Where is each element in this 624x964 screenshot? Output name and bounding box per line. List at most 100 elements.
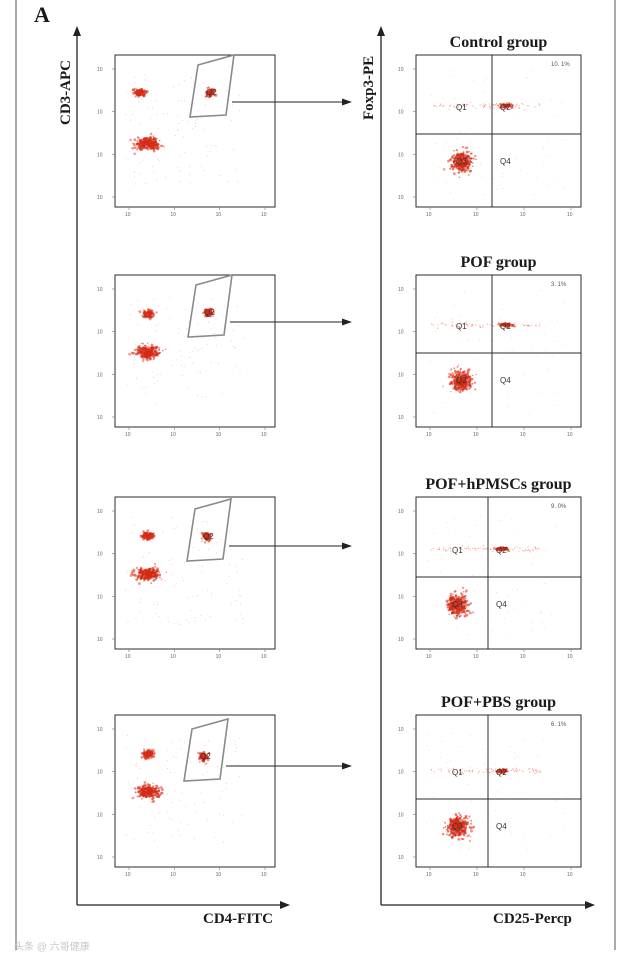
background-dot — [495, 559, 497, 561]
foxp3-band-dot — [529, 771, 531, 773]
background-dot — [145, 386, 147, 388]
cd4-positive-population-core — [200, 753, 208, 761]
double-negative-population-dot — [148, 357, 152, 361]
background-dot — [215, 542, 217, 544]
foxp3-band-dot — [468, 548, 470, 550]
background-dot — [197, 394, 199, 396]
quadrant-label-q1: Q1 — [452, 768, 463, 777]
background-dot — [187, 120, 189, 122]
foxp3-band-dot — [461, 545, 463, 547]
double-negative-population-dot — [136, 140, 139, 142]
background-dot — [238, 737, 240, 739]
background-dot — [516, 588, 518, 590]
background-dot — [206, 343, 208, 345]
foxp3-band-dot — [463, 105, 466, 108]
background-dot — [193, 837, 195, 839]
cd25-negative-population-dot — [456, 370, 459, 374]
cd4-positive-population-dot — [210, 308, 213, 311]
right-y-tick-label: 10 — [398, 812, 404, 818]
right-x-tick-label: 10 — [426, 654, 432, 660]
foxp3-band-dot — [463, 103, 466, 105]
background-dot — [214, 332, 216, 334]
cd25-negative-population-dot — [459, 391, 462, 394]
background-dot — [561, 139, 563, 141]
background-dot — [192, 351, 194, 353]
background-dot — [210, 144, 212, 146]
double-negative-population-dot — [130, 351, 134, 355]
cd4-positive-population-dot — [203, 541, 207, 544]
background-dot — [230, 604, 232, 605]
foxp3-band-dot — [522, 323, 524, 325]
foxp3-band-dot — [539, 772, 541, 774]
background-dot — [439, 756, 441, 758]
cd4-positive-population-core — [204, 309, 212, 317]
left-x-tick-label: 10 — [125, 872, 131, 878]
right-x-tick-label: 10 — [567, 212, 573, 218]
background-dot — [503, 617, 505, 619]
double-negative-population-dot — [137, 576, 140, 579]
foxp3-band-dot — [495, 103, 497, 105]
background-dot — [182, 375, 183, 376]
background-dot — [153, 171, 155, 173]
background-dot — [564, 139, 566, 141]
background-dot — [227, 181, 229, 182]
right-x-tick-label: 10 — [520, 872, 526, 878]
background-dot — [175, 756, 177, 758]
cd25-negative-population-dot — [461, 390, 464, 392]
background-dot — [475, 609, 477, 611]
right-y-axis-title: Foxp3-PE — [361, 56, 377, 120]
foxp3-band-dot — [496, 324, 498, 326]
background-dot — [494, 809, 496, 811]
treg-population — [493, 546, 510, 553]
background-dot — [234, 740, 236, 742]
background-dot — [189, 756, 191, 758]
background-dot — [482, 748, 484, 750]
cd25-foxp3-plot: Q1 Q2 Q3 Q4 10. 1% 10 10 10 10 10 10 10 10 — [398, 54, 582, 218]
right-y-tick-label: 10 — [398, 67, 404, 73]
background-dot — [196, 118, 198, 120]
background-dot — [166, 793, 168, 795]
foxp3-band-dot — [490, 548, 492, 550]
foxp3-band-dot — [445, 550, 447, 552]
foxp3-band-dot — [446, 550, 448, 552]
background-dot — [505, 331, 507, 333]
treg-population-dot — [506, 107, 509, 110]
background-dot — [496, 791, 498, 793]
foxp3-band-dot — [531, 549, 534, 551]
background-dot — [214, 337, 216, 339]
background-dot — [177, 829, 179, 831]
background-dot — [139, 123, 140, 125]
cd4-positive-population-dot — [203, 761, 205, 763]
background-dot — [171, 364, 173, 366]
background-dot — [540, 612, 542, 614]
cd25-negative-population-dot — [453, 590, 456, 593]
foxp3-band-dot — [479, 547, 481, 549]
background-dot — [210, 328, 212, 330]
background-dot — [154, 383, 156, 385]
background-dot — [211, 592, 213, 594]
background-dot — [545, 349, 547, 351]
left-x-tick-label: 10 — [170, 654, 176, 660]
foxp3-band-dot — [518, 769, 521, 771]
background-dot — [179, 350, 181, 352]
background-dot — [199, 84, 201, 85]
foxp3-band-dot — [509, 550, 511, 552]
background-dot — [449, 69, 451, 71]
background-dot — [156, 404, 158, 405]
background-dot — [134, 176, 136, 178]
background-dot — [195, 119, 197, 121]
cd25-negative-population-dot — [465, 822, 469, 826]
foxp3-band-dot — [433, 105, 435, 107]
foxp3-band-dot — [538, 103, 540, 105]
background-dot — [554, 393, 556, 394]
background-dot — [502, 176, 504, 177]
background-dot — [156, 179, 158, 181]
quadrant-label-q3: Q3 — [452, 600, 463, 609]
cd25-negative-population-dot — [471, 382, 474, 385]
double-negative-population-dot — [135, 348, 138, 351]
background-dot — [540, 611, 542, 613]
background-dot — [430, 94, 432, 96]
cd4-positive-population-dot — [213, 88, 216, 92]
background-dot — [453, 305, 455, 307]
quadrant-label-q1: Q1 — [456, 103, 467, 112]
